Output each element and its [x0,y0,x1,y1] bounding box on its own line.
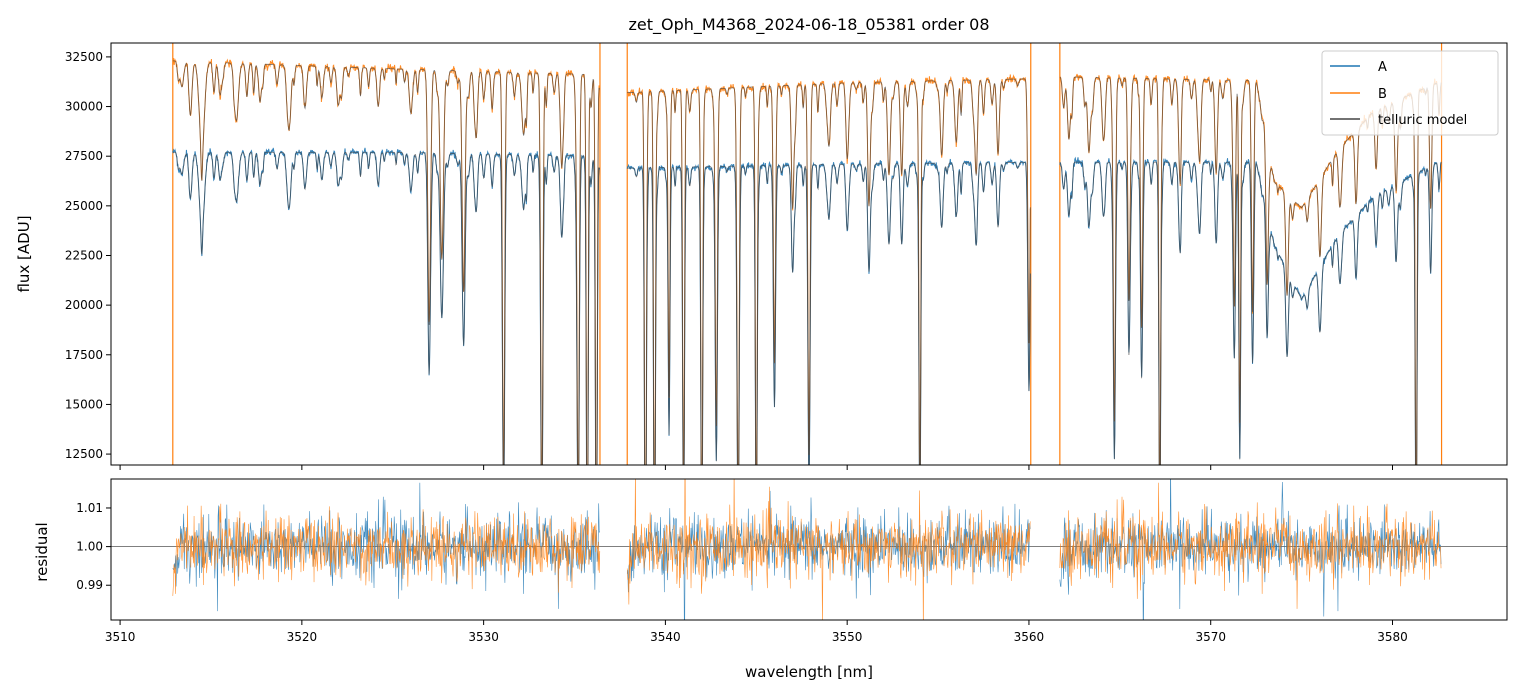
main-ytick-label: 25000 [65,199,103,213]
chart-title: zet_Oph_M4368_2024-06-18_05381 order 08 [628,15,989,35]
xtick-label: 3570 [1195,630,1226,644]
main-ytick-label: 20000 [65,298,103,312]
residual-ytick-label: 1.00 [76,540,103,554]
xtick-label: 3580 [1377,630,1408,644]
xtick-label: 3540 [650,630,681,644]
xtick-label: 3510 [105,630,136,644]
main-ytick-label: 22500 [65,248,103,262]
legend-label-telluric-model: telluric model [1378,113,1467,128]
xtick-label: 3560 [1014,630,1045,644]
legend-label-b: B [1378,87,1387,102]
main-ytick-label: 32500 [65,50,103,64]
main-ytick-label: 30000 [65,100,103,114]
figure: zet_Oph_M4368_2024-06-18_05381 order 08 … [0,0,1520,696]
main-y-axis-label: flux [ADU] [15,215,33,292]
x-axis-label: wavelength [nm] [745,663,873,681]
main-ytick-label: 15000 [65,397,103,411]
residual-ytick-label: 1.01 [76,501,103,515]
legend-label-a: A [1378,60,1387,75]
residual-ytick-label: 0.99 [76,578,103,592]
xtick-label: 3530 [468,630,499,644]
xtick-label: 3520 [287,630,318,644]
xtick-label: 3550 [832,630,863,644]
legend: A B telluric model [1322,51,1498,135]
main-ytick-label: 27500 [65,149,103,163]
main-ytick-label: 17500 [65,348,103,362]
residual-y-axis-label: residual [33,522,51,581]
main-ytick-label: 12500 [65,447,103,461]
